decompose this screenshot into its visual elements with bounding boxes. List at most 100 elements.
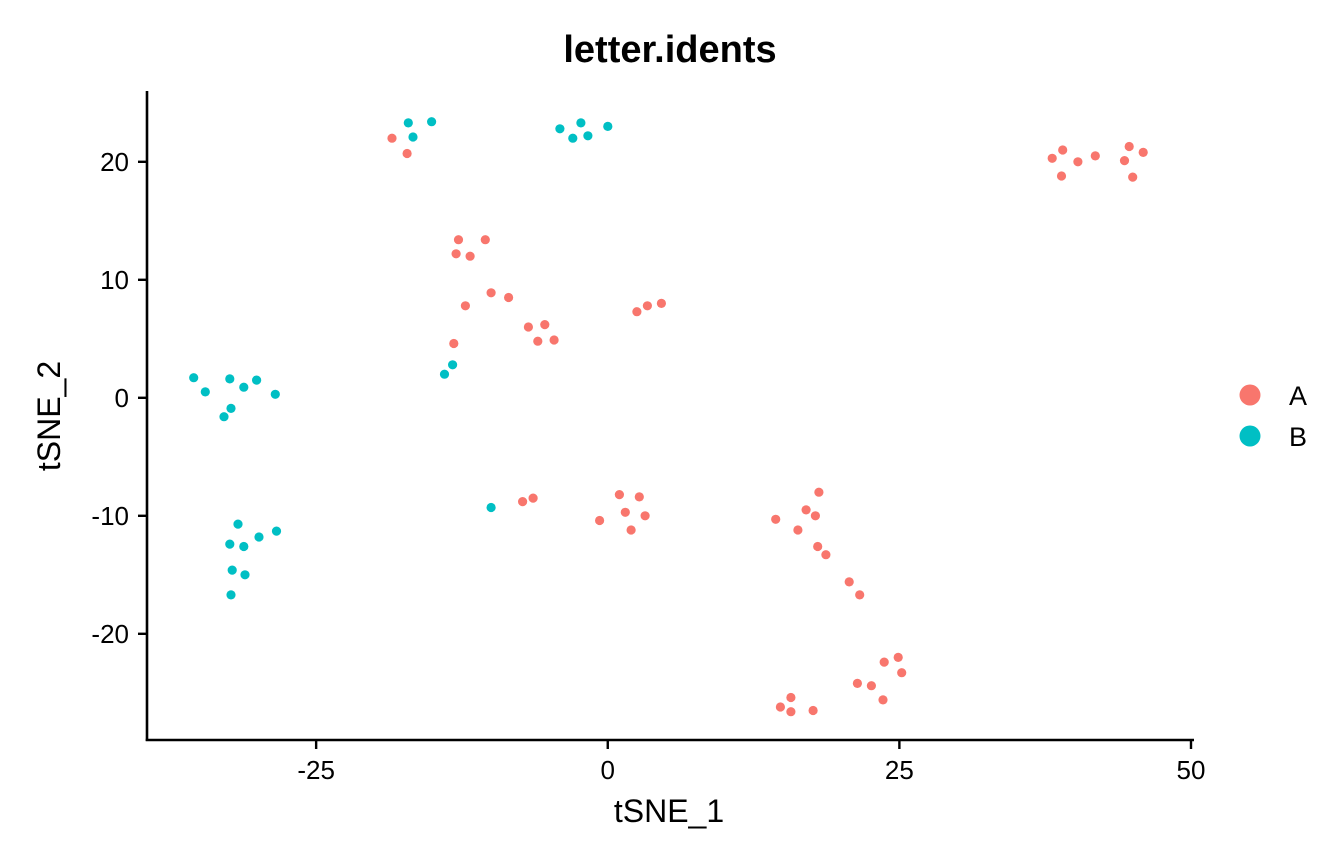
y-ticks: -20 -10 0 10 20 <box>91 147 147 649</box>
y-tick-label: -20 <box>91 619 129 649</box>
point-b-20 <box>271 526 282 536</box>
point-a-24 <box>640 511 650 521</box>
point-a-25 <box>771 514 781 524</box>
point-a-47 <box>1073 157 1083 167</box>
point-a-42 <box>893 652 903 663</box>
y-tick-label: -10 <box>91 501 129 531</box>
point-a-45 <box>1058 145 1068 155</box>
point-b-21 <box>254 532 264 542</box>
point-a-50 <box>1124 141 1134 152</box>
point-a-32 <box>844 577 854 587</box>
point-b-0 <box>403 118 413 128</box>
x-tick-label: 50 <box>1177 755 1206 785</box>
point-a-11 <box>533 336 543 346</box>
point-b-9 <box>200 387 210 397</box>
point-a-13 <box>449 338 459 349</box>
y-tick-label: 0 <box>115 383 129 413</box>
point-a-52 <box>1138 147 1148 157</box>
point-b-4 <box>568 133 578 143</box>
point-a-46 <box>1056 171 1067 181</box>
legend: AB <box>1239 381 1307 452</box>
point-b-6 <box>583 131 593 141</box>
point-a-0 <box>387 133 397 143</box>
point-a-14 <box>632 307 642 317</box>
x-axis-title: tSNE_1 <box>614 793 724 829</box>
point-a-51 <box>1128 172 1138 182</box>
legend-key-a <box>1239 384 1261 406</box>
point-b-17 <box>439 369 450 379</box>
point-a-48 <box>1090 151 1100 161</box>
legend-label-b: B <box>1289 422 1307 452</box>
point-a-17 <box>518 497 528 507</box>
x-tick-label: 25 <box>885 755 914 785</box>
y-tick-label: 10 <box>100 265 129 295</box>
point-a-44 <box>1047 153 1057 163</box>
point-b-16 <box>448 360 458 370</box>
point-a-31 <box>821 550 831 560</box>
point-b-1 <box>408 132 418 142</box>
point-a-21 <box>620 507 630 517</box>
point-a-38 <box>852 678 863 689</box>
legend-label-a: A <box>1289 381 1307 411</box>
point-a-27 <box>801 505 811 515</box>
point-a-6 <box>486 288 496 298</box>
point-a-23 <box>634 492 644 502</box>
x-tick-label: -25 <box>297 755 335 785</box>
point-b-11 <box>239 382 249 392</box>
point-b-12 <box>252 375 262 385</box>
point-a-37 <box>808 705 818 716</box>
x-ticks: -25 0 25 50 <box>297 740 1205 785</box>
point-b-13 <box>270 389 280 399</box>
point-a-2 <box>453 235 464 245</box>
point-b-19 <box>233 519 243 529</box>
point-a-15 <box>642 301 653 311</box>
point-a-9 <box>523 322 534 332</box>
point-a-8 <box>460 301 470 311</box>
legend-key-b <box>1239 425 1261 447</box>
chart-title: letter.idents <box>563 29 776 71</box>
point-a-10 <box>540 320 550 330</box>
point-a-43 <box>897 668 907 678</box>
point-a-35 <box>786 692 796 703</box>
point-b-8 <box>189 373 199 383</box>
point-a-22 <box>626 525 636 535</box>
point-a-18 <box>528 493 538 503</box>
y-tick-label: 20 <box>100 147 129 177</box>
y-axis-title: tSNE_2 <box>31 361 67 471</box>
plot-points <box>189 117 1148 717</box>
point-b-14 <box>226 403 236 413</box>
point-a-28 <box>810 511 821 521</box>
point-a-36 <box>786 707 796 717</box>
point-b-15 <box>219 412 229 422</box>
point-a-12 <box>549 335 559 345</box>
point-a-20 <box>614 490 625 500</box>
point-b-3 <box>555 124 565 134</box>
point-a-34 <box>775 702 786 712</box>
point-a-26 <box>793 525 803 535</box>
point-a-16 <box>656 298 667 308</box>
point-a-4 <box>451 249 461 259</box>
point-b-2 <box>427 117 437 127</box>
point-b-24 <box>227 565 237 575</box>
point-a-7 <box>504 292 514 303</box>
x-tick-label: 0 <box>601 755 615 785</box>
point-a-1 <box>402 148 412 159</box>
point-b-25 <box>240 570 250 580</box>
point-a-39 <box>866 681 877 691</box>
point-b-23 <box>239 541 249 552</box>
point-a-40 <box>878 695 888 705</box>
point-a-19 <box>595 515 605 526</box>
point-a-29 <box>814 487 824 497</box>
point-a-49 <box>1119 156 1130 166</box>
point-a-33 <box>855 590 865 600</box>
point-b-7 <box>603 121 613 131</box>
point-a-5 <box>465 251 475 261</box>
point-a-3 <box>480 235 490 245</box>
point-a-41 <box>879 657 889 667</box>
point-a-30 <box>813 541 823 552</box>
point-b-10 <box>225 374 235 384</box>
point-b-26 <box>226 590 236 600</box>
point-b-5 <box>576 118 586 128</box>
point-b-18 <box>486 502 496 513</box>
